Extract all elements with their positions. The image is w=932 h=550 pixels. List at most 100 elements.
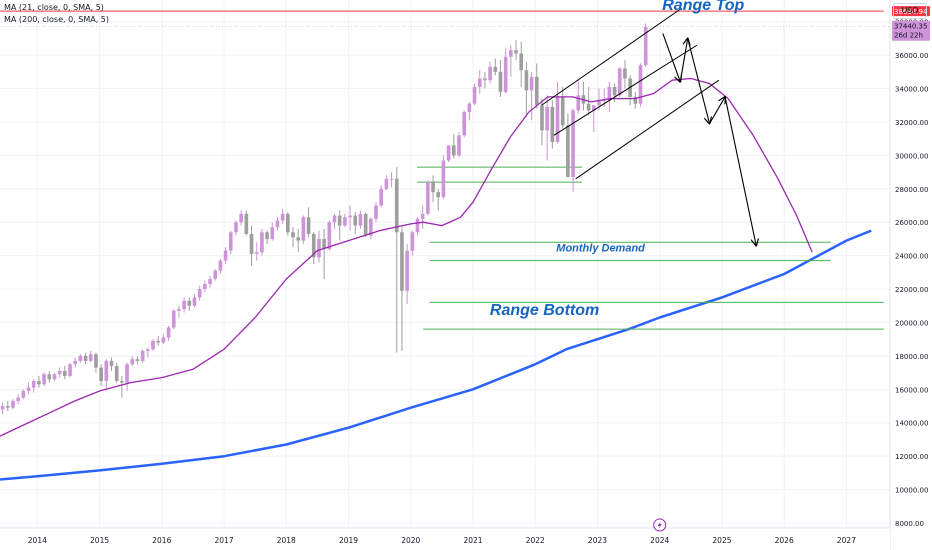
candle-body (239, 213, 243, 223)
candle-body (488, 66, 492, 81)
candle (99, 364, 103, 386)
candle-body (182, 300, 186, 310)
candle-body (311, 233, 316, 258)
candle (5, 401, 10, 412)
candle-body (31, 380, 36, 388)
candle-body (343, 217, 347, 226)
candle-body (477, 78, 482, 87)
candle-body (503, 56, 508, 92)
ma21-layer (0, 77, 813, 437)
candle (571, 108, 575, 193)
candle-body (555, 96, 560, 143)
candle (462, 110, 466, 138)
ma21-legend[interactable]: MA (21, close, 0, SMA, 5) (4, 3, 104, 12)
x-tick-label: 2017 (215, 536, 234, 545)
candle-body (410, 232, 415, 251)
candle (431, 175, 435, 203)
candle-body (213, 270, 218, 280)
candle-body (612, 86, 617, 96)
ma200-legend[interactable]: MA (200, close, 0, SMA, 5) (4, 15, 110, 24)
annotation-layer: Range Top Monthly Demand Range Bottom (490, 0, 745, 319)
candle (405, 243, 409, 305)
candle (374, 202, 378, 223)
x-tick-label: 2019 (339, 536, 358, 545)
candle-body (296, 237, 301, 241)
candle-body (394, 178, 399, 233)
candle-body (11, 401, 15, 408)
y-tick-label: 30000.00 (895, 152, 928, 160)
candle-body (369, 218, 373, 236)
candle-body (114, 365, 119, 381)
candle (109, 357, 114, 371)
candle (270, 222, 275, 241)
projection-arrow-4 (709, 97, 726, 124)
candle-body (566, 125, 570, 178)
candle-body (244, 213, 249, 234)
candle (436, 188, 441, 211)
candle-body (73, 360, 78, 365)
candle (327, 220, 332, 251)
candle-body (94, 354, 98, 368)
candle (514, 40, 518, 61)
candle-body (545, 106, 549, 131)
candle-body (21, 390, 26, 398)
candle-body (592, 105, 596, 111)
candle (332, 213, 337, 229)
candle (566, 113, 570, 178)
candle (47, 370, 52, 383)
candle (498, 60, 503, 97)
candle-body (643, 26, 648, 66)
candle-body (457, 135, 461, 156)
candle-body (120, 380, 124, 383)
candle-body (83, 355, 88, 361)
candle (177, 305, 181, 318)
candle-body (348, 215, 352, 218)
currency-button[interactable]: USD (893, 3, 927, 19)
candle-body (16, 397, 20, 402)
candle-body (270, 227, 275, 239)
candle (400, 227, 404, 351)
candle (358, 210, 363, 229)
candle (457, 132, 461, 158)
candle (623, 60, 627, 89)
x-tick-label: 2016 (152, 536, 171, 545)
candle-body (78, 355, 83, 361)
candle-body (171, 310, 176, 328)
levels-layer (0, 10, 890, 330)
candle (379, 185, 384, 208)
candle-body (623, 68, 627, 79)
candle (192, 294, 197, 308)
candle-body (571, 110, 575, 178)
candle (410, 230, 415, 256)
candle (68, 362, 72, 378)
candle (529, 71, 534, 121)
candle (0, 402, 5, 415)
x-tick-label: 2026 (775, 536, 794, 545)
candle (37, 375, 41, 388)
candle (545, 95, 549, 161)
candle (234, 220, 238, 236)
candle-body (426, 182, 430, 214)
candle (286, 212, 290, 236)
candle-body (254, 252, 259, 254)
candle (509, 45, 513, 77)
x-tick-label: 2014 (28, 536, 47, 545)
candle-body (109, 360, 114, 366)
candle-body (228, 232, 233, 251)
price-scale-bg (890, 0, 932, 550)
candle-body (280, 213, 285, 221)
candle-body (363, 213, 368, 236)
candle-body (451, 145, 456, 156)
candle-body (633, 96, 638, 104)
y-tick-label: 34000.00 (895, 86, 928, 94)
candle (83, 352, 88, 365)
y-tick-label: 26000.00 (895, 219, 928, 227)
candle-body (586, 103, 591, 111)
candle (218, 258, 223, 275)
candle (280, 208, 285, 224)
candle (441, 155, 446, 199)
candle-body (37, 380, 41, 385)
candle (550, 100, 555, 149)
candle-body (617, 68, 622, 96)
